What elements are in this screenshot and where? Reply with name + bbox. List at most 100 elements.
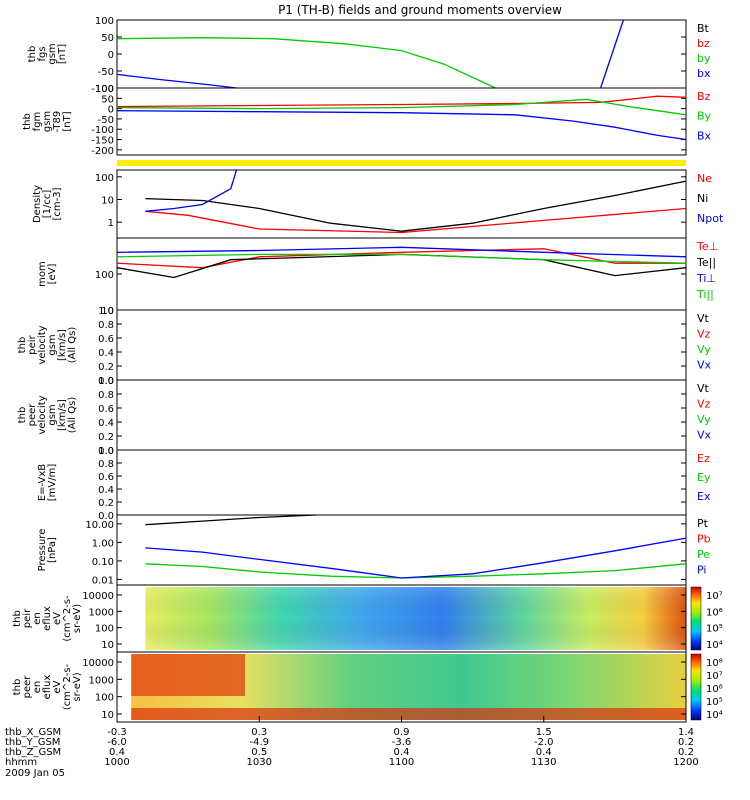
y-tick-label: 50 xyxy=(101,94,114,105)
series-line-fgs-bx xyxy=(116,73,237,89)
colorbar-tick-label: 10⁶ xyxy=(706,607,723,618)
y-axis-label: velocity xyxy=(37,395,48,434)
y-axis-label: [eV] xyxy=(47,264,58,285)
series-line-density-Ne xyxy=(145,207,687,234)
legend-entry: by xyxy=(697,52,711,65)
legend-entry: Pt xyxy=(697,517,709,530)
electron-spectrogram-hot-region xyxy=(131,654,246,696)
x-row-label: thb_X_GSM xyxy=(5,727,61,738)
x-tick-label: 1000 xyxy=(104,757,129,768)
y-axis-label: peir xyxy=(27,334,38,354)
legend-entry: Ey xyxy=(697,471,711,484)
y-axis-label: thb xyxy=(22,113,33,130)
x-tick-label: -4.9 xyxy=(249,737,269,748)
y-axis-label: gsm xyxy=(42,111,53,132)
y-tick-label: 0.4 xyxy=(98,485,114,496)
y-axis-label: en xyxy=(32,681,43,694)
colorbar-tick-label: 10⁴ xyxy=(706,640,723,651)
y-tick-label: 0.8 xyxy=(98,390,114,401)
x-tick-label: 0.4 xyxy=(394,747,410,758)
x-row-label: thb_Z_GSM xyxy=(5,747,61,758)
y-axis-label: [km/s] xyxy=(57,399,68,431)
legend-entry: Bz xyxy=(697,90,711,103)
colorbar-tick-label: 10⁷ xyxy=(706,671,723,682)
colorbar-tick-label: 10⁵ xyxy=(706,624,723,635)
y-axis-label: thb xyxy=(17,407,28,424)
panel-frame-temp xyxy=(116,237,687,311)
series-line-fgm-Bx xyxy=(116,110,687,141)
y-axis-label: (cm^2-s- xyxy=(62,663,73,710)
y-axis-label: eflux xyxy=(42,606,53,631)
legend-entry: Vy xyxy=(697,343,711,356)
series-line-fgs-by xyxy=(116,37,496,89)
legend-entry: By xyxy=(697,110,712,123)
y-tick-label: 0.6 xyxy=(98,472,114,483)
x-tick-label: -2.0 xyxy=(534,737,554,748)
x-tick-label: 1.4 xyxy=(678,727,694,738)
y-tick-label: 0.2 xyxy=(98,362,114,373)
y-tick-label: 0.2 xyxy=(98,432,114,443)
y-tick-label: -100 xyxy=(91,84,114,95)
y-axis-label: gsm xyxy=(47,404,58,425)
colorbar-tick-label: 10⁴ xyxy=(706,710,723,721)
panel-frame-fgm xyxy=(116,87,687,156)
x-tick-label: -0.3 xyxy=(107,727,127,738)
series-line-density-Ni xyxy=(145,180,687,232)
y-tick-label: 10 xyxy=(101,195,114,206)
y-tick-label: 10000 xyxy=(82,658,114,669)
series-line-pressure-Pe xyxy=(145,563,687,579)
y-axis-label: thb xyxy=(27,46,38,63)
y-tick-label: 1000 xyxy=(89,607,114,618)
x-tick-label: 1.5 xyxy=(536,727,552,738)
legend-entry: Pi xyxy=(697,564,706,577)
y-tick-label: -50 xyxy=(98,115,114,126)
y-axis-label: Pressure xyxy=(37,529,48,572)
x-tick-label: 0.3 xyxy=(251,727,267,738)
y-axis-label: E=-VxB xyxy=(37,464,48,501)
y-tick-label: 0.4 xyxy=(98,418,114,429)
y-axis-label: [mV/m] xyxy=(47,464,58,502)
legend-entry: Pb xyxy=(697,533,711,546)
x-tick-label: -3.6 xyxy=(392,737,412,748)
y-tick-label: -150 xyxy=(91,136,114,147)
series-line-temp-Ti⊥ xyxy=(116,246,687,258)
series-line-fgm-Bz xyxy=(116,95,687,108)
y-tick-label: 100 xyxy=(95,173,114,184)
date-label: 2009 Jan 05 xyxy=(5,768,65,779)
y-axis-label: gsm xyxy=(47,334,58,355)
y-axis-label: sr-eV) xyxy=(72,672,83,701)
legend-entry: Ni xyxy=(697,192,708,205)
legend-entry: Bx xyxy=(697,129,712,142)
y-tick-label: 0.6 xyxy=(98,334,114,345)
colorbar xyxy=(690,653,702,721)
legend-entry: Npot xyxy=(697,212,724,225)
y-tick-label: 0.01 xyxy=(92,575,114,586)
chart-title: P1 (TH-B) fields and ground moments over… xyxy=(278,3,562,17)
x-tick-label: 1130 xyxy=(531,757,556,768)
y-axis-label: [nT] xyxy=(57,44,68,64)
legend-entry: Vz xyxy=(697,398,711,411)
y-tick-label: 10 xyxy=(101,640,114,651)
y-tick-label: 0.2 xyxy=(98,498,114,509)
y-axis-label: (All Qs) xyxy=(67,397,78,434)
y-tick-label: -100 xyxy=(91,125,114,136)
y-axis-label: en xyxy=(32,612,43,625)
panel-frame-fgs xyxy=(116,19,687,89)
x-tick-label: -6.0 xyxy=(107,737,127,748)
y-axis-label: Density xyxy=(32,185,43,223)
legend-entry: Ex xyxy=(697,490,711,503)
y-axis-label: -T89 xyxy=(52,111,63,133)
legend-entry: Ti⊥ xyxy=(696,272,716,285)
y-tick-label: 0.6 xyxy=(98,404,114,415)
y-axis-label: gsm xyxy=(47,43,58,64)
y-tick-label: 0.4 xyxy=(98,348,114,359)
legend-entry: Bt xyxy=(697,22,710,35)
y-tick-label: 10.00 xyxy=(85,520,114,531)
y-axis-label: [cm-3] xyxy=(52,187,63,220)
y-tick-label: 0 xyxy=(108,105,114,116)
y-tick-label: 0.0 xyxy=(98,376,114,387)
y-tick-label: 0 xyxy=(108,50,114,61)
y-tick-label: 100 xyxy=(95,270,114,281)
y-tick-label: 1.0 xyxy=(98,446,114,457)
